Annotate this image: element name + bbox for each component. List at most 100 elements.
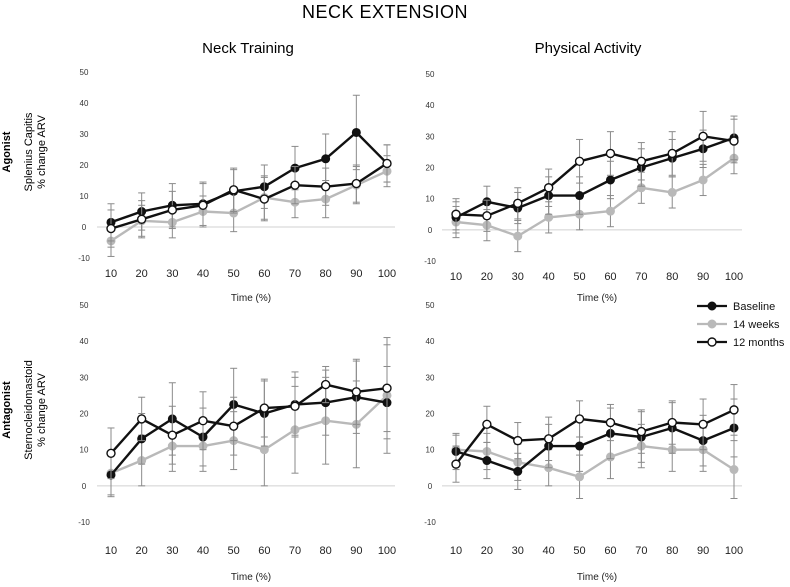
data-point-12-months <box>228 185 239 195</box>
y-tick-label: 40 <box>426 101 435 110</box>
y-tick-label: 30 <box>80 373 89 382</box>
data-point-12-months <box>698 419 708 430</box>
x-tick-label: 90 <box>697 545 709 557</box>
legend-marker-baseline <box>707 301 717 311</box>
y-tick-label: 0 <box>428 226 433 235</box>
data-point-12-months <box>451 459 461 469</box>
data-point-12-months <box>636 156 647 166</box>
x-tick-label: 20 <box>481 545 493 557</box>
y-tick-label: 10 <box>426 446 435 455</box>
x-tick-label: 40 <box>197 545 209 557</box>
data-point-12-months <box>290 401 300 411</box>
data-point-12-months <box>451 209 461 219</box>
series-baseline <box>451 398 739 490</box>
series-line-14-weeks <box>455 444 735 478</box>
x-tick-label: 70 <box>289 545 301 557</box>
x-tick-label: 30 <box>512 271 524 283</box>
y-tick-label: 40 <box>426 337 435 346</box>
data-point-12-months <box>729 405 739 415</box>
y-tick-label: 0 <box>82 482 87 491</box>
panel-neck-training-antagonist: -10 0 10 20 30 40 50 10 20 30 40 50 60 70 80 90 100 Time … <box>78 301 396 583</box>
series-baseline <box>106 360 392 498</box>
series-12-months <box>451 110 739 232</box>
data-point-baseline <box>575 191 585 201</box>
series-line-12-months <box>110 162 388 230</box>
x-tick-label: 50 <box>228 268 240 280</box>
data-point-12-months <box>290 180 300 190</box>
y-tick-label: 30 <box>80 130 89 139</box>
panel-physical-activity-agonist: -10 0 10 20 30 40 50 10 20 30 40 50 60 70 80 90 100 Time … <box>424 70 743 304</box>
data-point-12-months <box>351 387 362 397</box>
data-point-12-months <box>228 421 239 431</box>
x-tick-label: 20 <box>136 545 148 557</box>
series-line-baseline <box>455 426 735 473</box>
x-tick-label: 40 <box>197 268 209 280</box>
data-point-14-weeks <box>575 472 585 482</box>
series-line-baseline <box>110 396 388 476</box>
y-tick-label: 30 <box>426 373 435 382</box>
panel-physical-activity-antagonist: -10 0 10 20 30 40 50 10 20 30 40 50 60 70 80 90 100 Time … <box>424 301 743 583</box>
data-point-14-weeks <box>667 187 677 197</box>
series-14-weeks <box>106 155 392 257</box>
data-point-baseline <box>351 127 361 137</box>
x-axis-label: Time (%) <box>577 293 617 304</box>
x-tick-label: 90 <box>350 545 362 557</box>
data-point-12-months <box>382 158 392 169</box>
y-tick-label: 20 <box>80 161 89 170</box>
data-point-14-weeks <box>698 175 708 185</box>
x-tick-label: 100 <box>378 545 396 557</box>
data-point-12-months <box>482 211 492 221</box>
data-point-12-months <box>543 434 554 444</box>
x-tick-label: 90 <box>697 271 709 283</box>
data-point-12-months <box>320 379 331 390</box>
row-label-agonist: Agonist <box>1 131 13 172</box>
y-tick-label: 50 <box>426 70 435 79</box>
data-point-12-months <box>574 156 585 166</box>
series-line-baseline <box>110 131 388 224</box>
x-tick-label: 30 <box>512 545 524 557</box>
ylabel-antagonist-line1: Sternocleidomastoid <box>23 360 35 460</box>
data-point-14-weeks <box>605 206 615 216</box>
y-tick-label: 50 <box>80 301 89 310</box>
y-tick-label: 50 <box>80 68 89 77</box>
data-point-12-months <box>136 214 147 224</box>
y-tick-label: 10 <box>80 192 89 201</box>
x-tick-label: 100 <box>378 268 396 280</box>
ylabel-agonist-line2: % change ARV <box>36 114 48 188</box>
data-point-12-months <box>513 435 523 446</box>
x-tick-label: 80 <box>320 545 332 557</box>
data-point-12-months <box>382 383 392 393</box>
x-tick-label: 10 <box>105 268 117 280</box>
legend: Baseline 14 weeks 12 months <box>697 301 785 349</box>
series-line-14-weeks <box>110 394 388 475</box>
x-tick-label: 40 <box>543 271 555 283</box>
x-tick-label: 30 <box>166 268 178 280</box>
x-tick-label: 70 <box>289 268 301 280</box>
y-tick-label: 0 <box>82 223 87 232</box>
data-point-14-weeks <box>513 231 523 241</box>
data-point-12-months <box>543 183 554 193</box>
data-point-baseline <box>321 154 331 164</box>
legend-marker-12-months <box>707 337 717 347</box>
x-tick-label: 60 <box>258 268 270 280</box>
x-tick-label: 80 <box>666 545 678 557</box>
series-baseline <box>451 115 739 234</box>
row-label-antagonist: Antagonist <box>1 381 13 439</box>
data-point-12-months <box>698 131 708 142</box>
x-axis-label: Time (%) <box>577 572 617 583</box>
data-point-12-months <box>106 223 116 234</box>
data-point-12-months <box>667 148 677 159</box>
column-title-neck-training: Neck Training <box>202 40 294 57</box>
y-tick-label: -10 <box>424 257 436 266</box>
y-tick-label: -10 <box>78 518 90 527</box>
y-tick-label: 0 <box>428 482 433 491</box>
data-point-12-months <box>320 181 331 192</box>
y-tick-label: 20 <box>426 410 435 419</box>
x-tick-label: 10 <box>105 545 117 557</box>
x-tick-label: 60 <box>604 545 616 557</box>
y-tick-label: 40 <box>80 337 89 346</box>
data-point-12-months <box>167 205 178 215</box>
data-point-12-months <box>167 430 178 440</box>
legend-label-baseline: Baseline <box>733 301 775 313</box>
ylabel-agonist-line1: Splenius Capitis <box>23 112 35 191</box>
